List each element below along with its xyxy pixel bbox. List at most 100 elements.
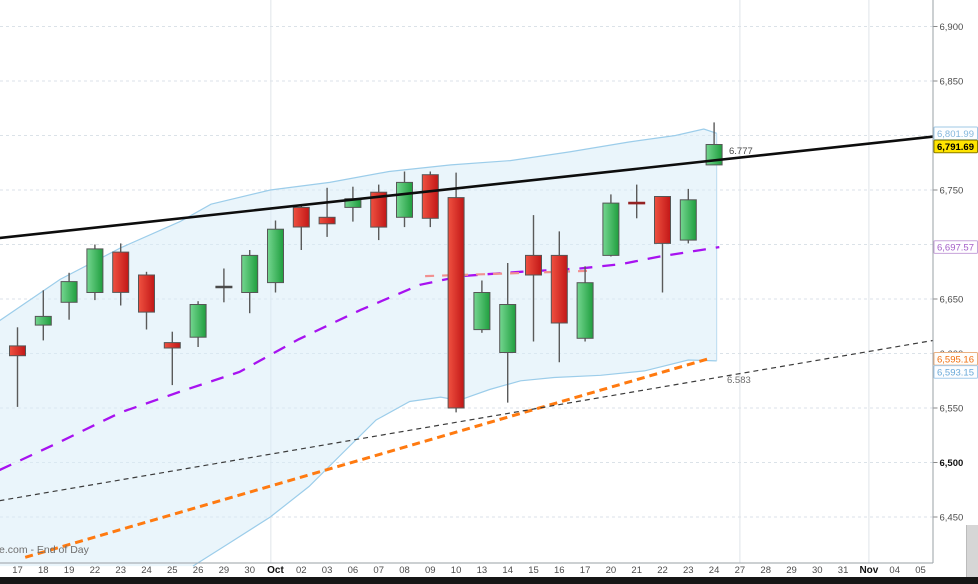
y-tick-label: 6,550 bbox=[940, 403, 964, 414]
candle-body bbox=[318, 216, 336, 225]
x-tick-label: 28 bbox=[760, 565, 771, 576]
x-tick-label: 09 bbox=[425, 565, 436, 576]
x-tick-label: 24 bbox=[709, 565, 720, 576]
candle bbox=[602, 194, 620, 257]
price-tag-label: 6,595.16 bbox=[937, 354, 974, 365]
candle-body bbox=[421, 174, 439, 219]
candle-body bbox=[602, 202, 620, 256]
x-tick-label: 18 bbox=[38, 565, 49, 576]
price-tag: 6,791.69 bbox=[933, 139, 978, 154]
x-tick-label: 16 bbox=[554, 565, 565, 576]
y-tick-label: 6,450 bbox=[940, 512, 964, 523]
trendline-value-label: 6.777 bbox=[729, 146, 753, 157]
trendline-value-label: 6.583 bbox=[727, 375, 751, 386]
y-tick-label: 6,650 bbox=[940, 294, 964, 305]
x-tick-label: 13 bbox=[477, 565, 488, 576]
candle-body bbox=[292, 206, 310, 228]
y-tick-label: 6,750 bbox=[940, 185, 964, 196]
x-tick-label: 30 bbox=[812, 565, 823, 576]
y-tick-label: 6,900 bbox=[940, 22, 964, 33]
x-tick-label: 04 bbox=[889, 565, 900, 576]
candle-body bbox=[576, 282, 594, 339]
x-tick-label: 10 bbox=[451, 565, 462, 576]
candle-body bbox=[370, 191, 388, 228]
x-tick-label: 31 bbox=[838, 565, 849, 576]
x-tick-label: 23 bbox=[115, 565, 126, 576]
x-tick-label: 17 bbox=[580, 565, 591, 576]
x-tick-label: 02 bbox=[296, 565, 307, 576]
price-tag-label: 6,697.57 bbox=[937, 243, 974, 254]
dashed-trendline bbox=[0, 339, 934, 502]
candle bbox=[396, 171, 413, 228]
candle bbox=[499, 263, 517, 403]
y-tick-label: 6,500 bbox=[940, 458, 964, 469]
x-tick-label: 29 bbox=[219, 565, 230, 576]
candle-body bbox=[86, 248, 104, 293]
candle-body bbox=[447, 197, 465, 409]
candle bbox=[241, 250, 259, 314]
x-tick-label: 29 bbox=[786, 565, 797, 576]
x-tick-label: 27 bbox=[735, 565, 746, 576]
candle-body bbox=[499, 304, 517, 353]
x-tick-label: 21 bbox=[631, 565, 642, 576]
x-tick-label: 24 bbox=[141, 565, 152, 576]
candle bbox=[292, 205, 310, 250]
candle-body bbox=[396, 181, 413, 218]
candle bbox=[421, 171, 439, 228]
candle bbox=[679, 188, 697, 244]
candle-body bbox=[60, 281, 78, 303]
candle bbox=[576, 266, 594, 342]
x-tick-label: 05 bbox=[915, 565, 926, 576]
purple-ma-line bbox=[0, 245, 720, 472]
candle bbox=[654, 196, 671, 293]
candle bbox=[318, 187, 336, 237]
candle-body bbox=[112, 251, 130, 293]
candle bbox=[267, 220, 284, 293]
x-tick-label: 26 bbox=[193, 565, 204, 576]
candle bbox=[370, 184, 388, 241]
x-tick-label: 07 bbox=[373, 565, 384, 576]
price-tag: 6,697.57 bbox=[933, 240, 978, 254]
trend-line bbox=[0, 135, 934, 240]
watermark-label: e.com - End of Day bbox=[0, 544, 90, 556]
x-tick-label: 20 bbox=[606, 565, 617, 576]
candle-body bbox=[654, 196, 671, 244]
x-tick-label: 08 bbox=[399, 565, 410, 576]
orange-ma-line bbox=[24, 357, 710, 559]
price-tag-label: 6,801.99 bbox=[937, 129, 974, 140]
candle bbox=[60, 272, 78, 320]
candle-body bbox=[9, 345, 26, 357]
candle-body bbox=[163, 342, 181, 349]
upper-band-line bbox=[0, 128, 717, 322]
scrollbar-corner[interactable] bbox=[966, 525, 978, 577]
candle-body bbox=[189, 304, 207, 338]
candle bbox=[447, 172, 465, 413]
x-tick-label: 14 bbox=[502, 565, 513, 576]
candle bbox=[215, 268, 233, 303]
candle bbox=[138, 271, 155, 330]
x-tick-label: 19 bbox=[64, 565, 75, 576]
candle bbox=[189, 301, 207, 347]
y-tick-label: 6,850 bbox=[940, 76, 964, 87]
x-tick-label: 06 bbox=[348, 565, 359, 576]
x-tick-label: 30 bbox=[244, 565, 255, 576]
price-tag: 6,595.16 bbox=[933, 352, 978, 366]
price-tag-label: 6,791.69 bbox=[937, 142, 974, 153]
x-tick-label: 03 bbox=[322, 565, 333, 576]
candle-body bbox=[138, 274, 155, 313]
bottom-divider-bar bbox=[0, 577, 978, 584]
x-tick-label: Nov bbox=[859, 565, 878, 576]
candle-body bbox=[679, 199, 697, 241]
candle bbox=[112, 243, 130, 306]
x-tick-label: 23 bbox=[683, 565, 694, 576]
candle-body bbox=[525, 254, 542, 276]
x-tick-label: 22 bbox=[657, 565, 668, 576]
candle-body bbox=[34, 315, 52, 326]
bollinger-cloud bbox=[0, 129, 717, 567]
candle bbox=[525, 215, 542, 342]
candle-body bbox=[267, 228, 284, 284]
candle-body bbox=[550, 254, 568, 324]
candle bbox=[550, 231, 568, 363]
